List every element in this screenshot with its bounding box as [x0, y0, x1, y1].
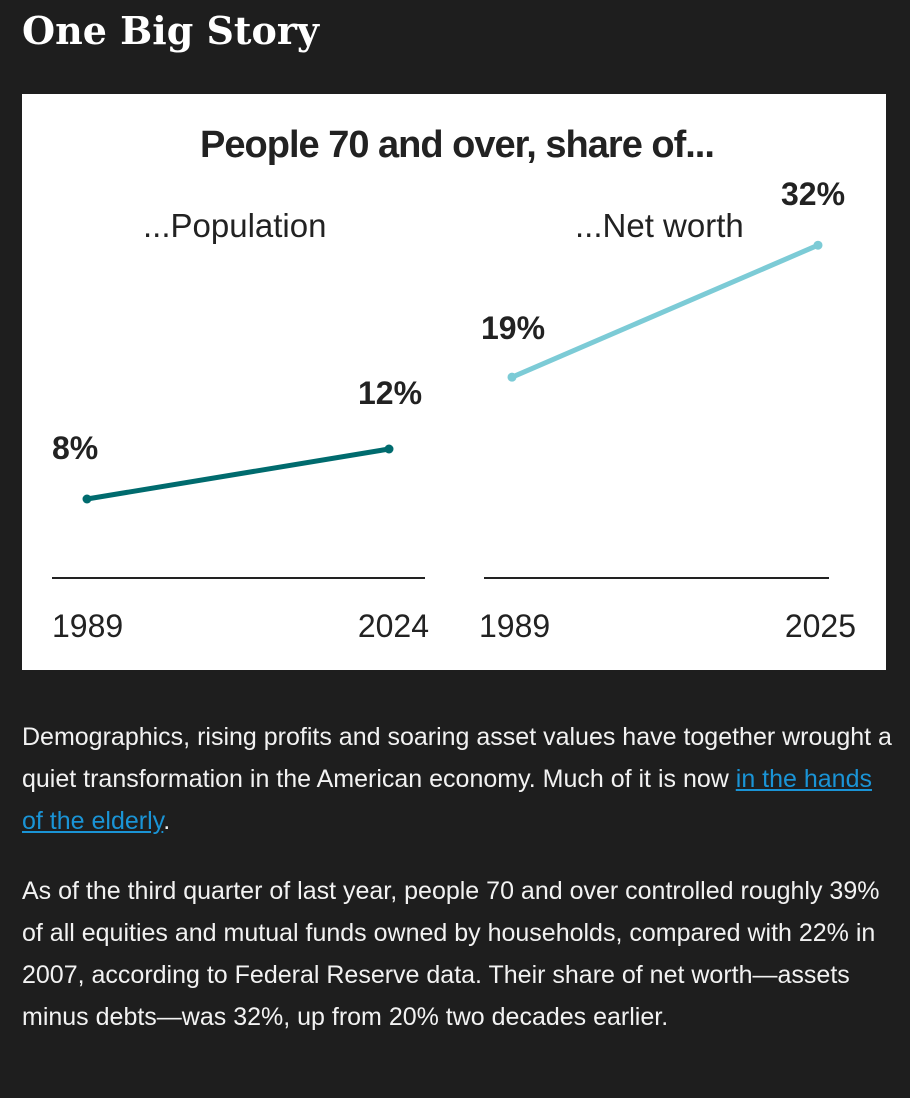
paragraph-1-end: .: [163, 807, 171, 835]
chart-svg: People 70 and over, share of... ...Popul…: [52, 124, 856, 644]
data-label: 8%: [52, 430, 98, 466]
data-label: 19%: [481, 310, 545, 346]
paragraph-1: Demographics, rising profits and soaring…: [22, 716, 892, 842]
elderly-link[interactable]: in the hands of the elderly: [22, 765, 872, 835]
panel-title-net-worth: ...Net worth: [575, 207, 744, 244]
chart-title: People 70 and over, share of...: [200, 124, 714, 166]
section-title: One Big Story: [22, 8, 319, 53]
data-point: [507, 372, 517, 382]
panel-title-population: ...Population: [143, 207, 326, 244]
data-label: 12%: [358, 375, 422, 411]
x-tick-net-worth-start: 1989: [479, 608, 550, 644]
data-point: [82, 494, 92, 504]
series-line-0: [84, 446, 392, 502]
data-point: [384, 444, 394, 454]
paragraph-1-text: Demographics, rising profits and soaring…: [22, 723, 892, 793]
x-tick-population-start: 1989: [52, 608, 123, 644]
series-line-1: [509, 242, 821, 380]
paragraph-2: As of the third quarter of last year, pe…: [22, 877, 880, 1031]
data-point: [813, 240, 823, 250]
chart: People 70 and over, share of... ...Popul…: [22, 94, 886, 670]
data-label: 32%: [781, 176, 845, 212]
x-tick-net-worth-end: 2025: [785, 608, 856, 644]
x-tick-population-end: 2024: [358, 608, 429, 644]
